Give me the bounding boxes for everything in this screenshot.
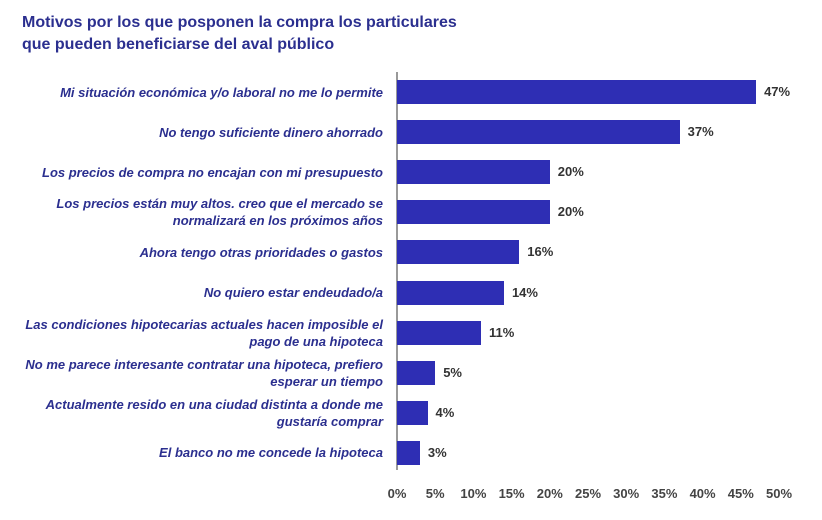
x-tick-label: 5% [425, 486, 445, 501]
category-label: Actualmente resido en una ciudad distint… [45, 396, 383, 429]
value-label: 4% [435, 404, 455, 420]
category-label: No me parece interesante contratar una h… [25, 356, 383, 389]
value-label: 5% [443, 364, 462, 380]
value-label: 14% [511, 284, 538, 300]
bar [397, 240, 520, 265]
value-label: 37% [687, 124, 714, 140]
chart-title: Motivos por los que posponen la compra l… [22, 14, 457, 53]
category-label: No tengo suficiente dinero ahorrado [159, 124, 383, 140]
category-label: Ahora tengo otras prioridades o gastos [139, 244, 383, 260]
x-tick-label: 50% [765, 486, 793, 501]
category-label: El banco no me concede la hipoteca [159, 445, 383, 461]
value-label: 20% [557, 164, 584, 180]
value-label: 20% [557, 204, 584, 220]
axis-line [396, 72, 398, 470]
x-tick-label: 45% [727, 486, 754, 501]
x-tick-label: 30% [613, 486, 640, 501]
bar [397, 200, 550, 225]
bar [397, 360, 436, 385]
bar [397, 320, 482, 345]
x-tick-label: 40% [689, 486, 716, 501]
x-tick-label: 20% [536, 486, 563, 501]
bar [397, 400, 428, 425]
bar [397, 440, 420, 465]
value-label: 16% [527, 244, 554, 260]
x-tick-label: 35% [651, 486, 678, 501]
category-label: Los precios de compra no encajan con mi … [42, 164, 383, 180]
category-label: Las condiciones hipotecarias actuales ha… [25, 316, 383, 349]
category-label: Los precios están muy altos. creo que el… [56, 196, 383, 229]
bar [397, 280, 504, 305]
x-tick-label: 10% [460, 486, 487, 501]
value-label: 11% [489, 324, 515, 340]
category-label: No quiero estar endeudado/a [203, 285, 383, 300]
category-label: Mi situación económica y/o laboral no me… [60, 84, 383, 100]
value-label: 47% [764, 84, 791, 99]
value-label: 3% [427, 444, 447, 460]
x-tick-label: 25% [574, 486, 602, 501]
x-tick-label: 15% [498, 486, 525, 501]
bar [397, 120, 680, 145]
x-tick-label: 0% [387, 486, 407, 501]
bar [397, 160, 550, 185]
bar [397, 80, 757, 104]
